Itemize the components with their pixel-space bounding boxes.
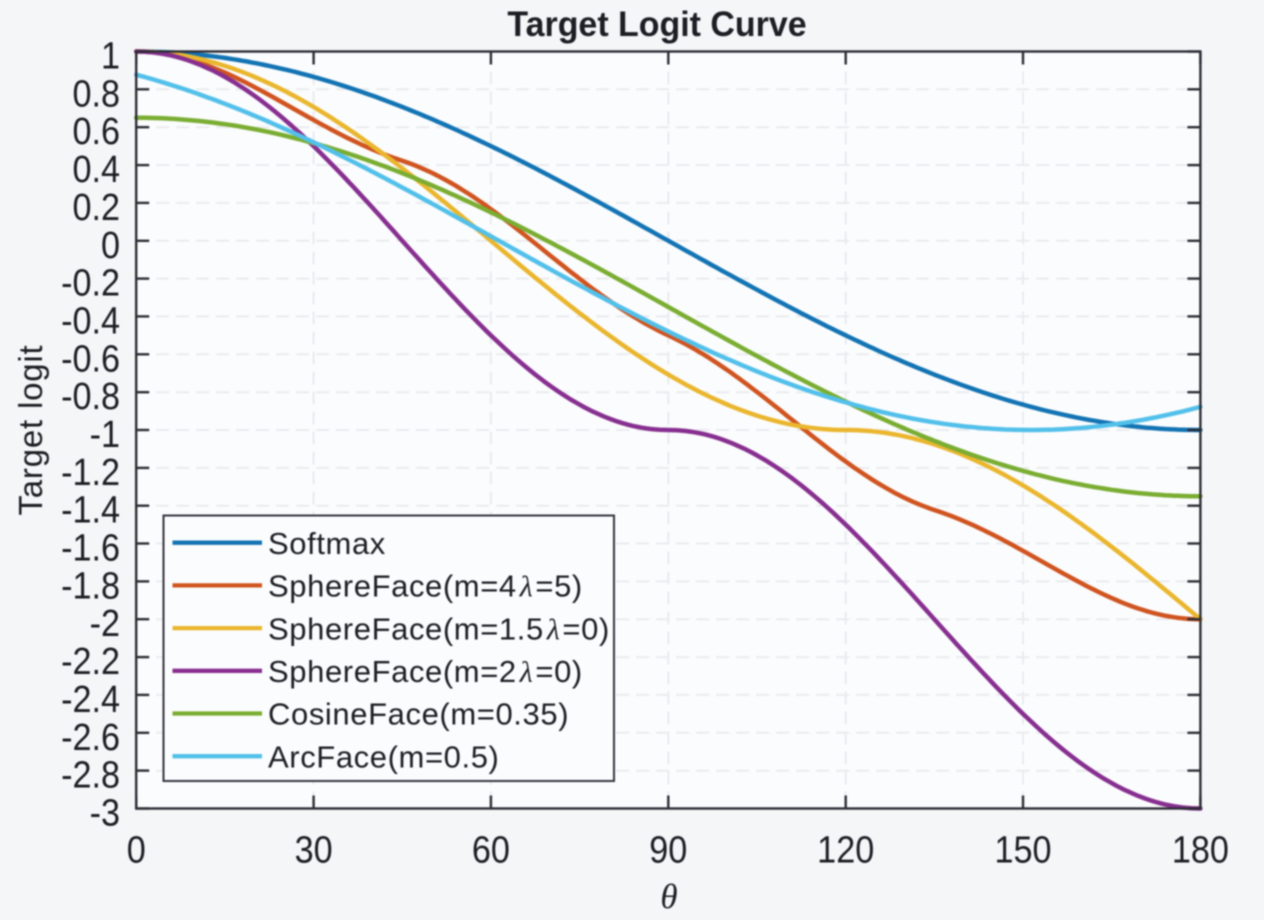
svg-text:-1.4: -1.4 xyxy=(61,488,120,531)
svg-text:SphereFace(m=2λ=0): SphereFace(m=2 λ=0) xyxy=(268,654,583,689)
svg-text:-0.8: -0.8 xyxy=(61,375,120,418)
svg-text:-3: -3 xyxy=(90,791,120,834)
svg-text:180: 180 xyxy=(1172,828,1229,871)
svg-text:-2.6: -2.6 xyxy=(61,715,120,758)
svg-text:-2.2: -2.2 xyxy=(61,639,120,682)
svg-text:0.6: 0.6 xyxy=(72,110,120,153)
svg-text:0: 0 xyxy=(127,828,146,871)
svg-text:-1.6: -1.6 xyxy=(61,526,120,569)
svg-text:-1.2: -1.2 xyxy=(61,450,120,493)
svg-text:150: 150 xyxy=(994,828,1051,871)
svg-text:0: 0 xyxy=(101,223,120,266)
svg-text:90: 90 xyxy=(649,828,687,871)
svg-text:SphereFace(m=1.5λ=0): SphereFace(m=1.5 λ=0) xyxy=(268,611,610,646)
svg-text:1: 1 xyxy=(101,34,120,77)
svg-text:60: 60 xyxy=(472,828,510,871)
svg-text:-0.2: -0.2 xyxy=(61,261,120,304)
svg-text:θ: θ xyxy=(660,877,677,916)
svg-text:-2.8: -2.8 xyxy=(61,753,120,796)
svg-text:Softmax: Softmax xyxy=(268,526,386,561)
svg-text:-0.4: -0.4 xyxy=(61,299,120,342)
svg-text:Target logit: Target logit xyxy=(12,344,49,515)
svg-text:ArcFace(m=0.5): ArcFace(m=0.5) xyxy=(268,739,500,774)
svg-text:-1.8: -1.8 xyxy=(61,564,120,607)
svg-text:CosineFace(m=0.35): CosineFace(m=0.35) xyxy=(268,697,569,732)
svg-text:-1: -1 xyxy=(90,412,120,455)
svg-text:0.2: 0.2 xyxy=(72,185,120,228)
svg-text:Target Logit Curve: Target Logit Curve xyxy=(507,5,806,44)
svg-text:-0.6: -0.6 xyxy=(61,337,120,380)
svg-text:30: 30 xyxy=(295,828,333,871)
svg-text:0.8: 0.8 xyxy=(72,72,120,115)
svg-text:120: 120 xyxy=(817,828,874,871)
svg-text:-2: -2 xyxy=(90,602,120,645)
svg-text:SphereFace(m=4λ=5): SphereFace(m=4 λ=5) xyxy=(268,569,583,604)
svg-text:-2.4: -2.4 xyxy=(61,677,120,720)
svg-text:0.4: 0.4 xyxy=(72,147,120,190)
